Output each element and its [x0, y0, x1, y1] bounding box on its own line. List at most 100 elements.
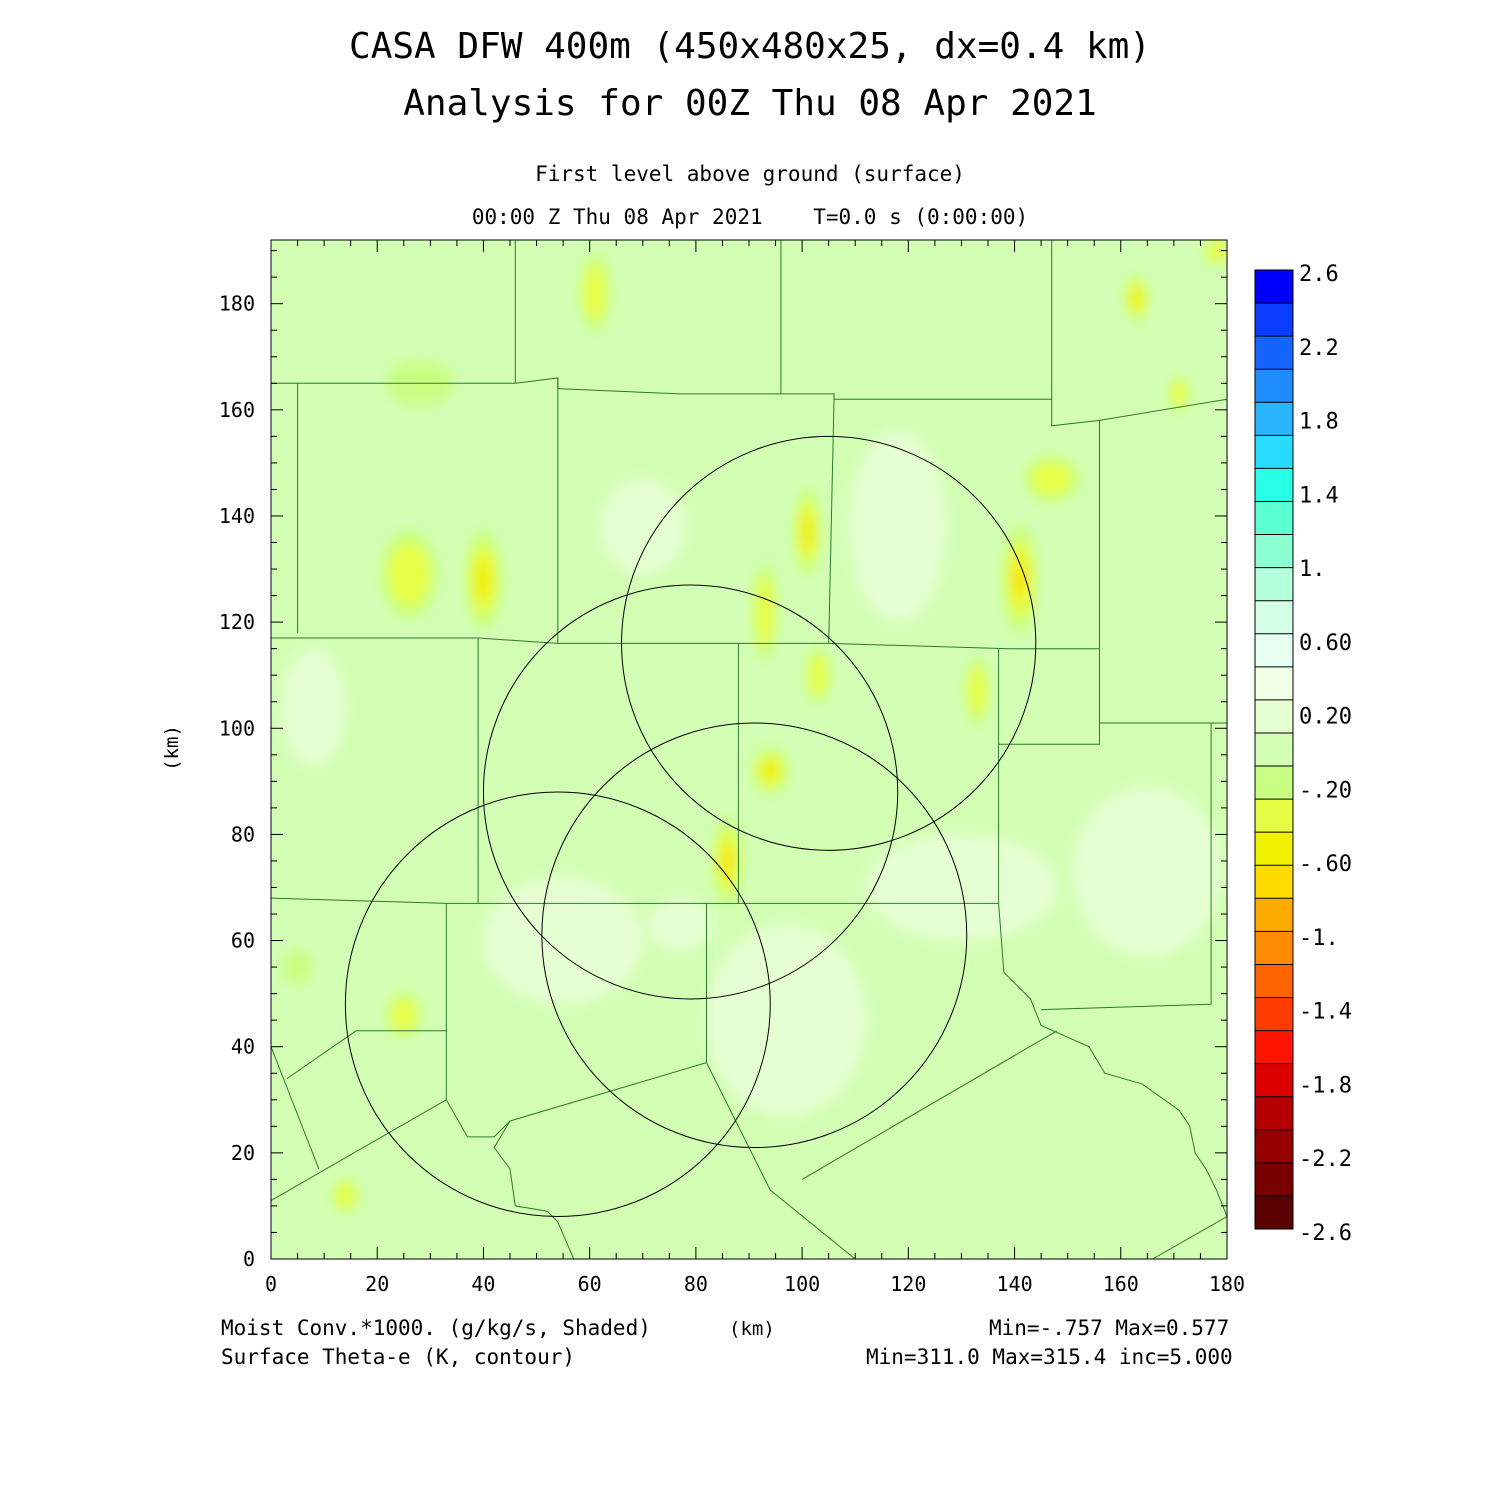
x-axis-unit: (km) — [729, 1318, 775, 1340]
y-tick-label: 0 — [243, 1247, 255, 1271]
county-line — [737, 643, 1000, 904]
x-tick-label: 40 — [471, 1272, 495, 1296]
moisture-convergence-field — [281, 240, 1227, 1214]
colorbar-label: -.60 — [1299, 852, 1352, 877]
county-line — [1051, 398, 1227, 427]
colorbar-swatch — [1255, 1162, 1293, 1197]
x-tick-label: 100 — [784, 1272, 820, 1296]
colorbar-swatch — [1255, 468, 1293, 502]
field-hot-patch — [579, 253, 611, 333]
field-hot-patch — [331, 1177, 360, 1214]
x-tick-label: 140 — [996, 1272, 1032, 1296]
field-hot-level — [808, 654, 828, 697]
field-hot-level — [760, 759, 780, 783]
radar-range-ring — [482, 584, 899, 1000]
colorbar-swatch — [1255, 898, 1293, 932]
county-line — [286, 1030, 357, 1080]
field-hot-level — [1130, 287, 1144, 310]
radar-range-ring — [344, 791, 771, 1218]
colorbar-swatch — [1255, 501, 1293, 536]
field-blobs — [281, 240, 1227, 1214]
axis-ticks — [270, 240, 1228, 1260]
field-hot-patch — [1168, 375, 1190, 412]
field-hot-patch — [1001, 524, 1038, 635]
field-hot-patch — [805, 646, 831, 704]
y-tick-label: 100 — [219, 716, 255, 740]
county-line — [445, 903, 856, 1259]
field-hot-patch — [793, 487, 822, 577]
field-hot-level — [282, 949, 313, 986]
colorbar-label: 1. — [1299, 557, 1326, 582]
county-line — [998, 903, 1227, 1217]
y-tick-label: 80 — [231, 822, 255, 846]
field-hot-patch — [964, 657, 991, 725]
y-tick-label: 40 — [231, 1035, 255, 1059]
field-cool-patch — [849, 431, 946, 623]
field-cool-patch — [706, 924, 866, 1116]
shaded-field-label: Moist Conv.*1000. (g/kg/s, Shaded) — [221, 1316, 651, 1340]
colorbar-label: -1.8 — [1299, 1073, 1352, 1098]
y-tick-label: 120 — [219, 610, 255, 634]
radar-range-rings — [344, 435, 1037, 1218]
field-hot-level — [967, 666, 988, 717]
field-hot-patch — [282, 949, 313, 986]
field-hot-level — [583, 264, 607, 322]
colorbar — [1254, 269, 1294, 1230]
y-tick-label: 180 — [219, 292, 255, 316]
colorbar-swatch — [1255, 633, 1293, 668]
field-hot-patch — [1203, 240, 1227, 266]
colorbar-swatch — [1255, 1030, 1293, 1065]
shaded-field-range: Min=-.757 Max=0.577 — [989, 1316, 1230, 1340]
field-hot-level — [723, 852, 732, 870]
colorbar-swatch — [1255, 1063, 1293, 1098]
field-hot-level — [334, 1181, 356, 1209]
field-hot-level — [390, 997, 418, 1033]
x-tick-label: 80 — [684, 1272, 708, 1296]
colorbar-swatch — [1255, 435, 1293, 469]
field-cool-patch — [600, 478, 686, 575]
field-hot-patch — [385, 991, 422, 1039]
colorbar-label: -1.4 — [1299, 1000, 1352, 1025]
county-line — [493, 1120, 575, 1259]
colorbar-label: -2.6 — [1299, 1221, 1352, 1246]
county-line — [271, 240, 1053, 400]
colorbar-swatch — [1255, 766, 1293, 800]
field-hot-level — [1171, 380, 1188, 408]
radar-range-ring — [541, 722, 968, 1149]
field-hot-patch — [751, 747, 790, 794]
field-hot-level — [1015, 569, 1025, 591]
colorbar-swatch — [1255, 567, 1293, 602]
x-tick-label: 20 — [365, 1272, 389, 1296]
x-tick-label: 160 — [1103, 1272, 1139, 1296]
x-tick-label: 60 — [578, 1272, 602, 1296]
x-tick-label: 180 — [1209, 1272, 1245, 1296]
field-hot-level — [473, 556, 493, 603]
field-hot-level — [387, 541, 431, 607]
colorbar-swatch — [1255, 997, 1293, 1032]
colorbar-labels: 2.6 2.2 1.8 1.4 1. 0.60 0.20 -.20 -.60 -1. -1.4 -1.… — [1299, 262, 1352, 1246]
colorbar-label: -.20 — [1299, 778, 1352, 803]
x-tick-label: 0 — [265, 1272, 277, 1296]
field-cool-patch — [1072, 786, 1222, 957]
y-tick-label: 140 — [219, 504, 255, 528]
colorbar-swatch — [1255, 1096, 1293, 1131]
county-boundaries — [271, 240, 1227, 1259]
colorbar-swatch — [1255, 732, 1293, 767]
county-line — [271, 1046, 320, 1169]
colorbar-label: 1.8 — [1299, 410, 1339, 435]
y-axis-tick-labels: 0 20 40 60 80 100 120 140 160 180 — [219, 292, 255, 1271]
colorbar-label: 2.2 — [1299, 336, 1339, 361]
colorbar-swatch — [1255, 600, 1293, 635]
colorbar-label: -1. — [1299, 926, 1339, 951]
colorbar-swatch — [1255, 865, 1293, 899]
plot-subtitle: Analysis for 00Z Thu 08 Apr 2021 — [403, 83, 1097, 124]
colorbar-swatch — [1255, 931, 1293, 965]
field-hot-patch — [1023, 455, 1081, 503]
x-tick-label: 120 — [890, 1272, 926, 1296]
y-tick-label: 60 — [231, 929, 255, 953]
colorbar-swatch — [1255, 666, 1293, 701]
colorbar-label: 0.20 — [1299, 705, 1352, 730]
county-line — [998, 723, 1100, 745]
colorbar-label: 1.4 — [1299, 483, 1339, 508]
